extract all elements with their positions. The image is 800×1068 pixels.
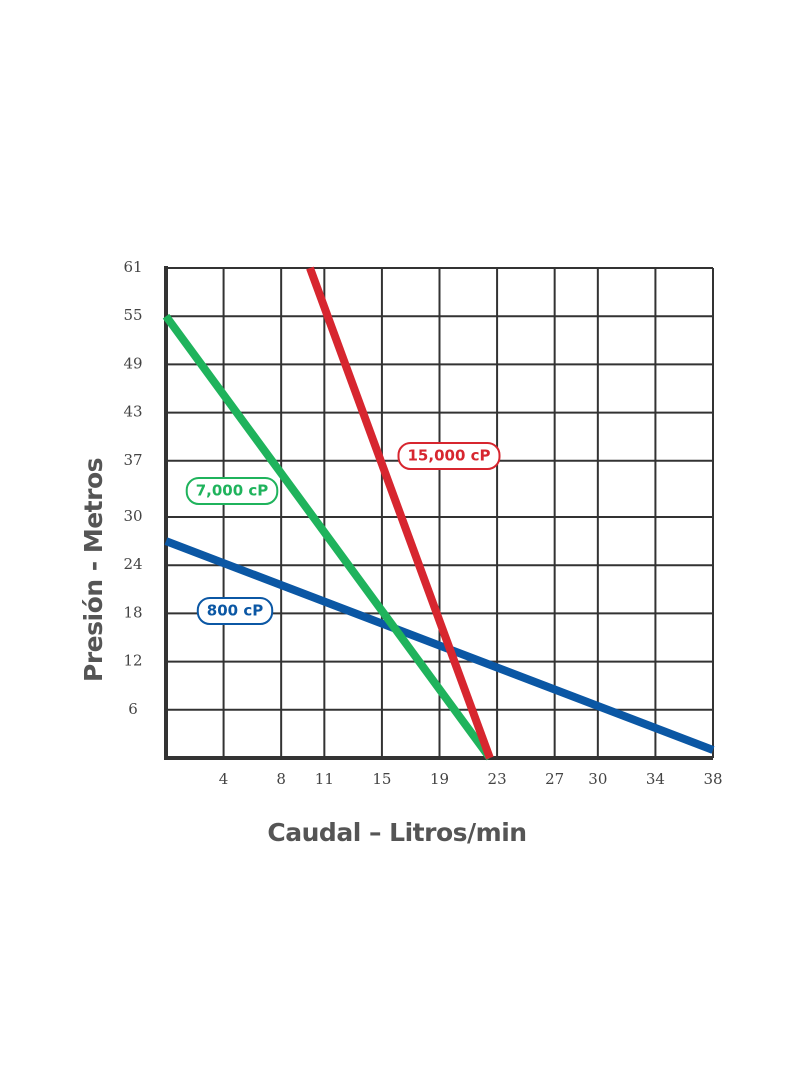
x-tick-label: 27 (545, 770, 564, 788)
y-tick-label: 24 (123, 555, 142, 573)
x-tick-label: 38 (703, 770, 722, 788)
x-tick-label: 23 (488, 770, 507, 788)
y-tick-label: 6 (128, 700, 138, 718)
series-label-text: 15,000 cP (408, 447, 491, 465)
x-tick-label: 11 (315, 770, 334, 788)
line-series (164, 537, 715, 754)
series-label-box (185, 477, 279, 505)
y-tick-label: 30 (123, 507, 142, 525)
x-tick-label: 4 (219, 770, 229, 788)
series-label-box (397, 442, 501, 470)
series-label: 7,000 cP (185, 477, 279, 505)
series-label-text: 800 cP (207, 602, 263, 620)
line-series (162, 313, 494, 761)
x-tick-label: 30 (588, 770, 607, 788)
series-label-text: 7,000 cP (196, 482, 269, 500)
y-tick-label: 37 (123, 451, 142, 469)
line-series (306, 266, 494, 760)
y-tick-label: 43 (123, 403, 142, 421)
series-label: 15,000 cP (397, 442, 501, 470)
x-tick-label: 8 (276, 770, 286, 788)
x-tick-label: 15 (372, 770, 391, 788)
y-tick-label: 18 (123, 603, 142, 621)
y-tick-label: 61 (123, 258, 142, 276)
x-axis-title: Caudal – Litros/min (267, 818, 526, 847)
y-tick-label: 49 (123, 354, 142, 372)
x-tick-label: 34 (646, 770, 665, 788)
series-label-box (196, 597, 274, 625)
y-tick-label: 12 (123, 652, 142, 670)
y-axis-title: Presión - Metros (79, 458, 108, 682)
y-tick-label: 55 (123, 306, 142, 324)
series-label: 800 cP (196, 597, 274, 625)
x-tick-label: 19 (430, 770, 449, 788)
